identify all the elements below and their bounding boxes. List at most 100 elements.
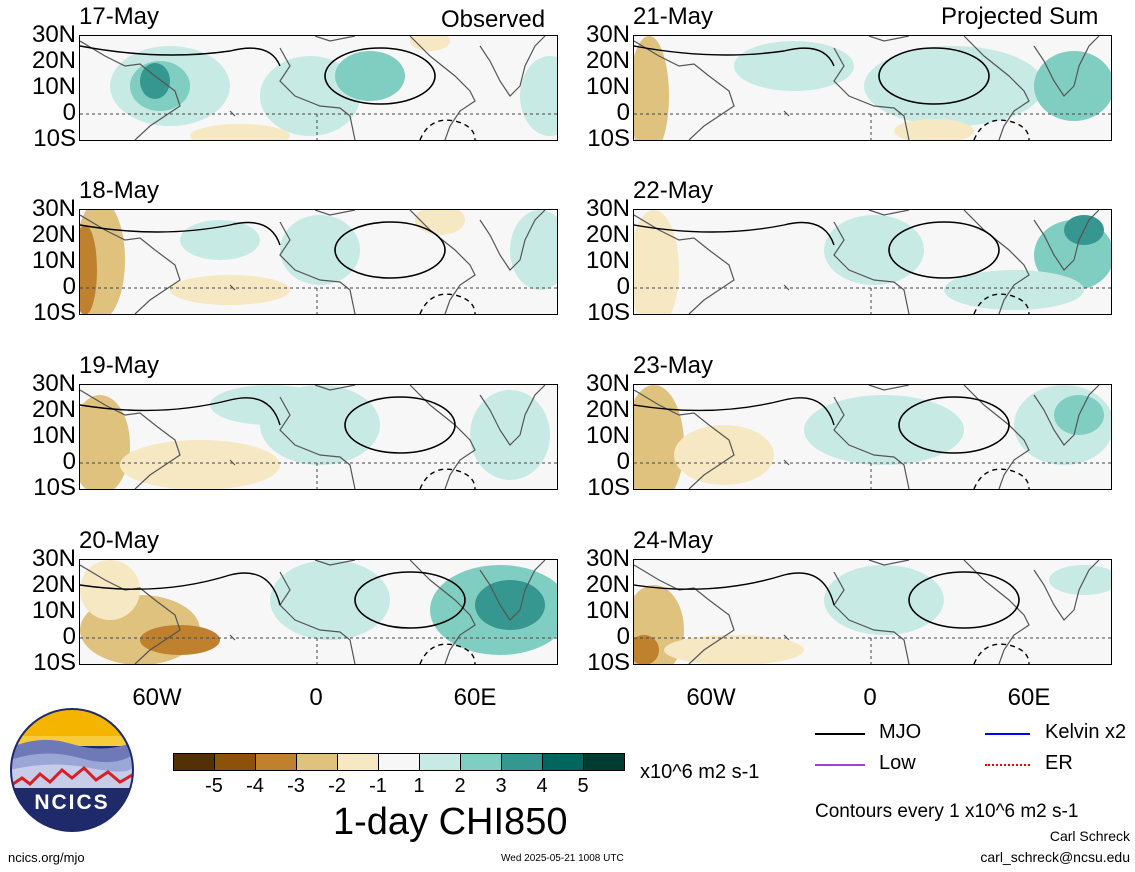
colorbar-tick: 3 — [495, 775, 507, 797]
colorbar-units: x10^6 m2 s-1 — [640, 761, 760, 783]
coastline — [80, 40, 181, 140]
lat-label: 30N — [585, 195, 630, 222]
anomaly-shading — [1049, 565, 1111, 595]
coastline — [1033, 36, 1100, 97]
coastline — [80, 564, 181, 664]
footer-url[interactable]: ncics.org/mjo — [8, 850, 85, 865]
mjo-contour — [354, 571, 466, 629]
lat-label: 30N — [31, 370, 76, 397]
mjo-contour — [80, 397, 281, 426]
colorbar-tick: -4 — [246, 775, 264, 797]
coastline — [409, 385, 476, 489]
anomaly-shading — [170, 275, 290, 305]
mjo-contour — [80, 45, 281, 67]
legend-low-line — [815, 764, 865, 766]
mjo-contour-negative — [419, 643, 476, 664]
mjo-contour — [80, 221, 281, 246]
lon-label: 60W — [132, 684, 182, 711]
anomaly-shading — [140, 625, 220, 655]
lon-label: 60E — [453, 684, 497, 711]
panel-date-label: 19-May — [79, 352, 160, 379]
lon-label: 0 — [309, 684, 323, 711]
colorbar-swatch — [419, 753, 461, 771]
lat-label: 20N — [31, 571, 76, 598]
colorbar-swatch — [296, 753, 338, 771]
chi850-map-panel — [633, 209, 1112, 315]
legend-low-label: Low — [879, 752, 916, 774]
footer-email: carl_schreck@ncsu.edu — [980, 849, 1130, 865]
projected-sum-label: Projected Sum — [941, 3, 1099, 30]
footer-author: Carl Schreck — [1049, 828, 1130, 844]
lat-label: 0 — [616, 448, 630, 475]
coastline — [279, 571, 356, 664]
mjo-contour — [324, 47, 436, 105]
lat-label: 20N — [585, 396, 630, 423]
panel-date-label: 21-May — [633, 3, 714, 30]
coastline — [868, 385, 910, 391]
anomaly-shading — [894, 119, 974, 140]
anomaly-shading — [270, 560, 390, 640]
map-graphic — [634, 560, 1111, 664]
colorbar-swatch — [583, 753, 625, 771]
lat-label: 30N — [585, 21, 630, 48]
lat-label: 0 — [62, 99, 76, 126]
coastline — [833, 221, 910, 314]
anomaly-shading — [804, 395, 964, 465]
mjo-contour — [908, 571, 1020, 629]
coastline — [314, 36, 356, 42]
coastline — [868, 210, 910, 216]
mjo-contour — [634, 397, 835, 426]
coastline — [963, 36, 1030, 140]
anomaly-shading — [470, 390, 550, 480]
coastline — [279, 47, 356, 140]
lat-label: 0 — [62, 623, 76, 650]
map-graphic — [634, 36, 1111, 140]
panel-date-label: 24-May — [633, 527, 714, 554]
panel-date-label: 23-May — [633, 352, 714, 379]
chi850-map-panel — [79, 559, 558, 665]
colorbar-swatch — [173, 753, 215, 771]
coastline — [833, 47, 910, 140]
coastline — [409, 36, 476, 140]
anomaly-shading — [944, 270, 1084, 310]
anomaly-shading — [280, 215, 360, 285]
coastline — [1033, 210, 1100, 271]
anomaly-shading — [335, 51, 405, 101]
coastline — [634, 389, 735, 489]
coastline — [634, 564, 735, 664]
anomaly-shading — [634, 385, 684, 489]
coastline — [479, 560, 546, 621]
lat-label: 20N — [31, 396, 76, 423]
colorbar-swatch — [214, 753, 256, 771]
mjo-contour-negative — [419, 468, 476, 489]
lat-label: 10N — [31, 422, 76, 449]
colorbar-swatch — [460, 753, 502, 771]
lat-label: 30N — [31, 545, 76, 572]
mjo-contour — [334, 221, 446, 279]
anomaly-shading — [1034, 51, 1111, 121]
coastline — [634, 40, 735, 140]
anomaly-shading — [634, 635, 659, 664]
coastline — [963, 560, 1030, 664]
map-graphic — [80, 210, 557, 314]
colorbar-swatch — [378, 753, 420, 771]
lat-label: 20N — [585, 47, 630, 74]
lat-label: 30N — [585, 545, 630, 572]
mjo-contour — [634, 45, 835, 67]
coastline — [634, 214, 735, 314]
lat-label: 0 — [616, 623, 630, 650]
mjo-contour — [634, 221, 835, 246]
colorbar-swatch — [255, 753, 297, 771]
chi850-map-panel — [633, 35, 1112, 141]
legend-kelvin-label: Kelvin x2 — [1045, 721, 1127, 743]
coastline — [963, 385, 1030, 489]
anomaly-shading — [664, 635, 804, 664]
anomaly-shading — [520, 56, 557, 136]
colorbar-tick: 5 — [577, 775, 589, 797]
colorbar-tick: -5 — [205, 775, 223, 797]
anomaly-shading — [824, 565, 944, 635]
lat-label: 10S — [587, 299, 630, 326]
lat-label: 10S — [33, 125, 76, 152]
panel-date-label: 18-May — [79, 177, 160, 204]
lat-label: 10N — [585, 597, 630, 624]
